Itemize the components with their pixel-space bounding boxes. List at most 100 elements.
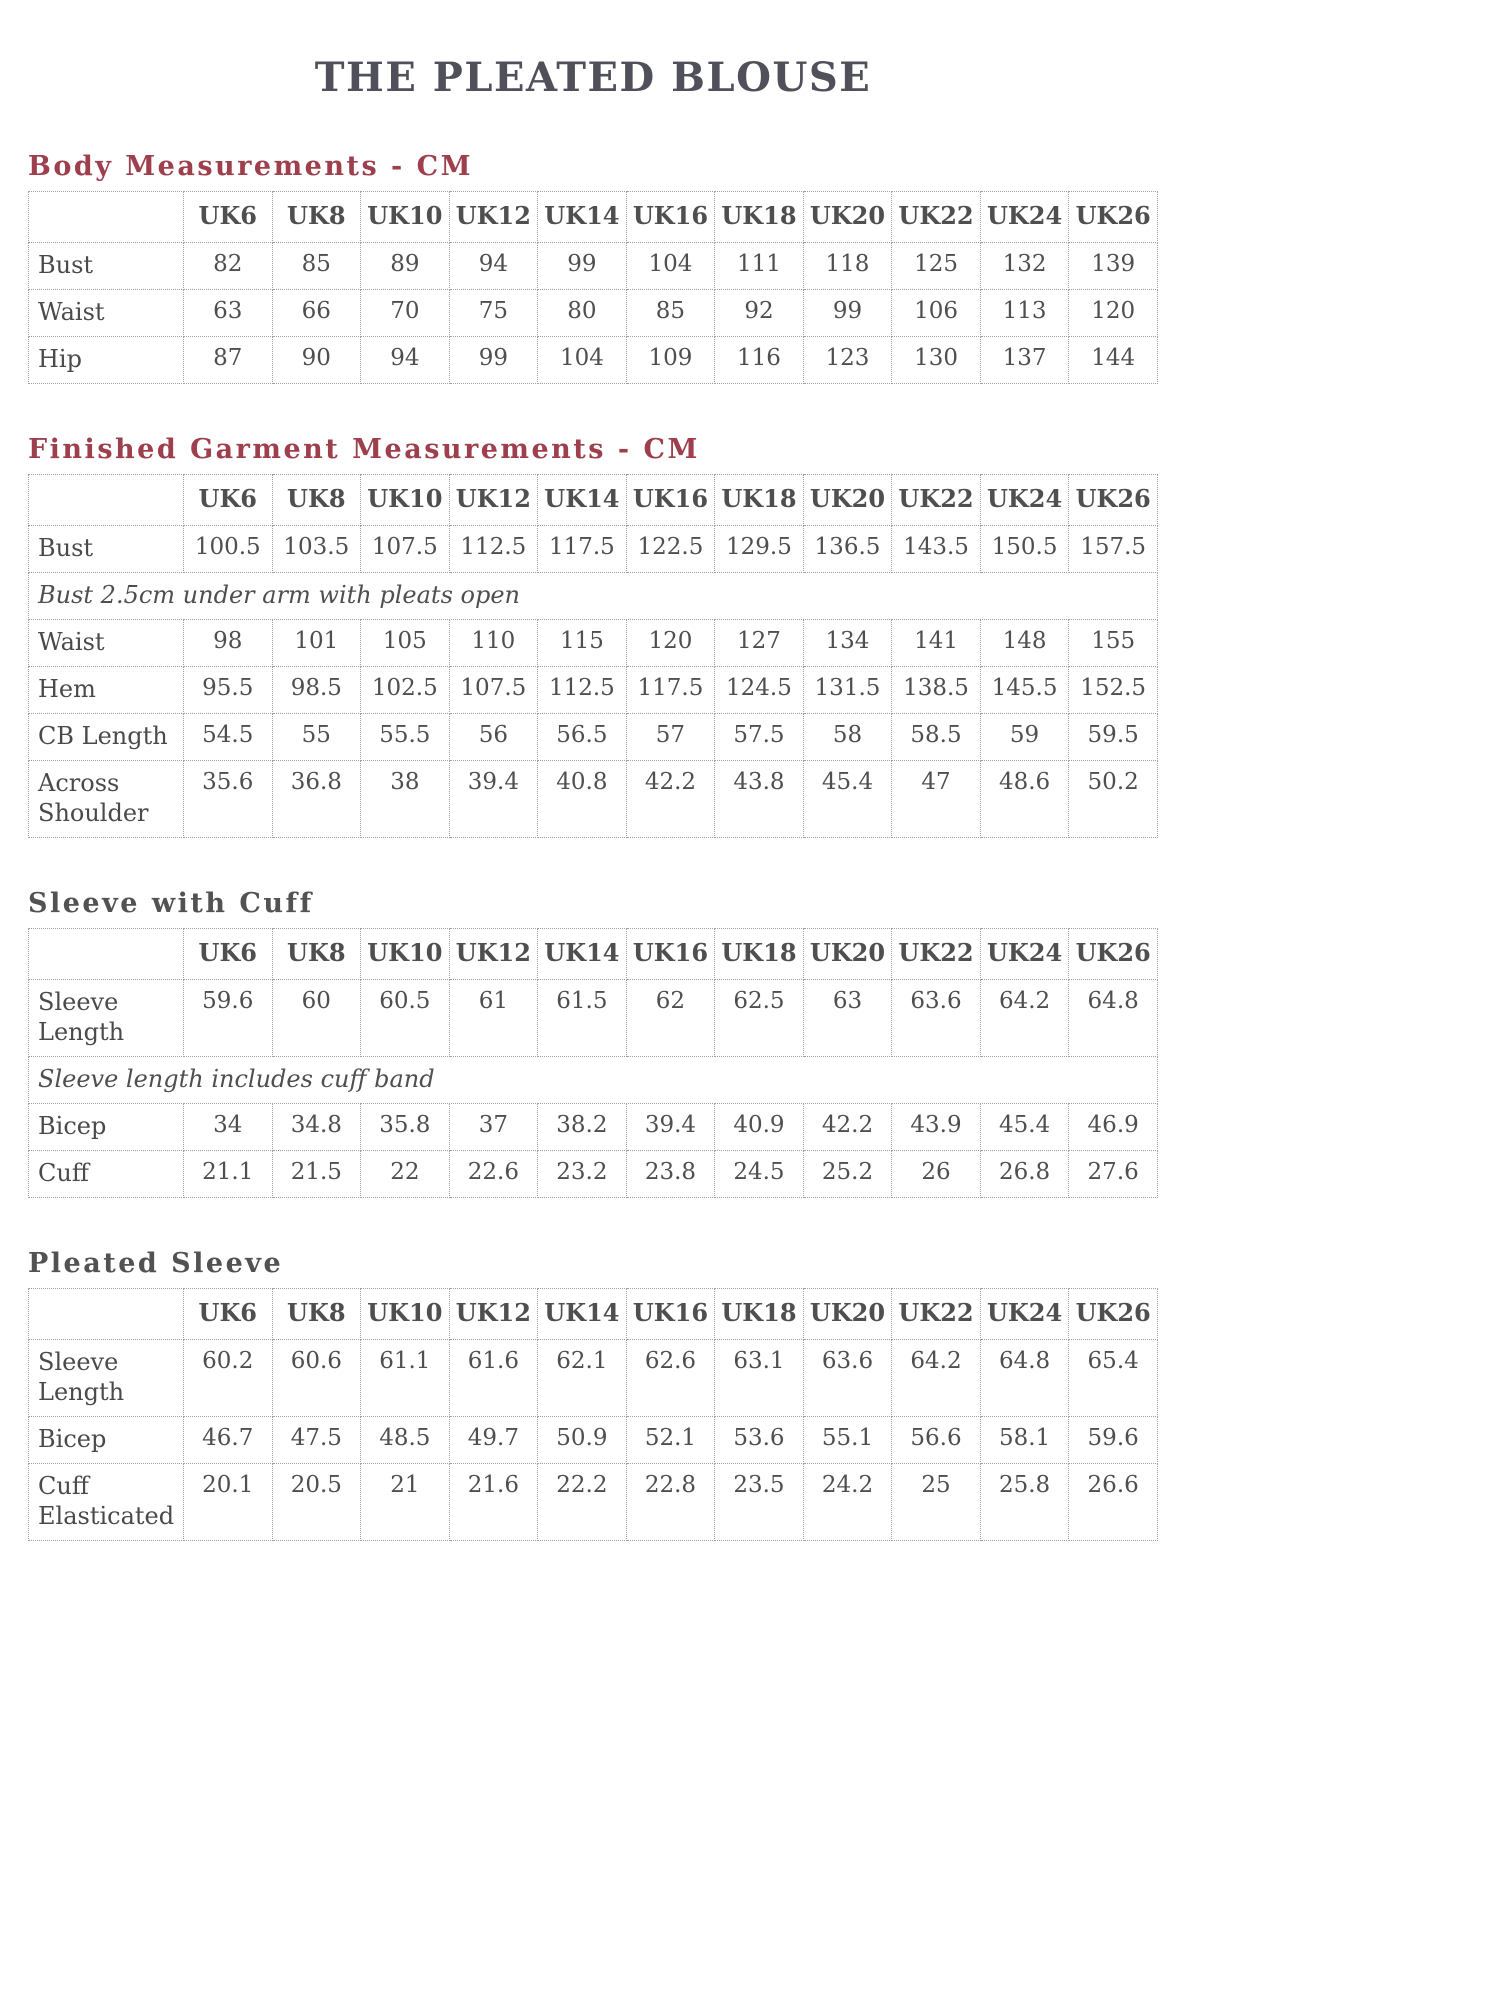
measurement-value: 59.6 — [1068, 1416, 1158, 1464]
measurement-value: 111 — [714, 242, 804, 290]
measurement-value: 47.5 — [271, 1416, 362, 1464]
measurement-value: 22 — [360, 1150, 450, 1198]
measurement-value: 45.4 — [802, 760, 893, 838]
measurement-value: 43.8 — [714, 760, 804, 838]
measurement-value: 101 — [271, 619, 362, 667]
measurement-value: 122.5 — [625, 525, 716, 573]
size-col-header: UK6 — [183, 928, 273, 980]
measurement-value: 85 — [625, 289, 716, 337]
measurement-value: 138.5 — [891, 666, 981, 714]
size-col-header: UK6 — [183, 191, 273, 243]
size-col-header: UK26 — [1068, 928, 1158, 980]
measurement-row: Waist 98 101 105 110 115 120 127 134 141 148 155 — [28, 619, 1158, 667]
measurement-value: 60.5 — [360, 979, 450, 1057]
measurement-value: 130 — [891, 336, 981, 384]
measurement-value: 139 — [1068, 242, 1158, 290]
measurement-value: 66 — [271, 289, 362, 337]
note-text: Sleeve length includes cuff band — [28, 1056, 1158, 1104]
size-table-body: Bust 100.5 103.5 107.5 112.5 117.5 122.5 129.5 1… — [28, 525, 1158, 838]
note-text: Bust 2.5cm under arm with pleats open — [28, 572, 1158, 620]
size-chart-content: THE PLEATED BLOUSE Body Measurements - C… — [28, 54, 1158, 1541]
note-row: Bust 2.5cm under arm with pleats open — [28, 572, 1158, 620]
measurement-value: 50.9 — [537, 1416, 627, 1464]
measurement-value: 21.5 — [271, 1150, 362, 1198]
measurement-value: 145.5 — [979, 666, 1070, 714]
row-label: Cuff Elasticated — [28, 1463, 184, 1541]
measurement-value: 23.5 — [714, 1463, 804, 1541]
measurement-value: 64.8 — [979, 1339, 1070, 1417]
size-col-header: UK6 — [183, 1288, 273, 1340]
measurement-value: 49.7 — [448, 1416, 539, 1464]
measurement-value: 23.8 — [625, 1150, 716, 1198]
measurement-value: 57.5 — [714, 713, 804, 761]
measurement-value: 112.5 — [448, 525, 539, 573]
measurement-value: 65.4 — [1068, 1339, 1158, 1417]
measurement-value: 60.2 — [183, 1339, 273, 1417]
section-body-measurements: Body Measurements - CM UK6 UK8 UK10 UK12 UK14… — [28, 151, 1158, 384]
size-col-header: UK16 — [625, 474, 716, 526]
size-col-header: UK26 — [1068, 191, 1158, 243]
measurement-value: 46.7 — [183, 1416, 273, 1464]
measurement-value: 34.8 — [271, 1103, 362, 1151]
measurement-value: 98.5 — [271, 666, 362, 714]
row-label: Bicep — [28, 1103, 184, 1151]
row-label: Waist — [28, 619, 184, 667]
measurement-row: Cuff 21.1 21.5 22 22.6 23.2 23.8 24.5 25.2 26 26.8… — [28, 1150, 1158, 1198]
measurement-value: 24.2 — [802, 1463, 893, 1541]
measurement-row: Across Shoulder 35.6 36.8 38 39.4 40.8 42.2 43.… — [28, 760, 1158, 838]
size-table-head: UK6 UK8 UK10 UK12 UK14 UK16 UK18 UK20 UK22 UK24 UK… — [28, 474, 1158, 526]
measurement-value: 70 — [360, 289, 450, 337]
measurement-value: 89 — [360, 242, 450, 290]
measurement-value: 55.1 — [802, 1416, 893, 1464]
measurement-value: 117.5 — [537, 525, 627, 573]
size-col-header: UK12 — [448, 191, 539, 243]
size-table-pleated-sleeve: UK6 UK8 UK10 UK12 UK14 UK16 UK18 UK20 UK22 UK24 UK… — [28, 1288, 1158, 1541]
size-header-row: UK6 UK8 UK10 UK12 UK14 UK16 UK18 UK20 UK22 UK24 UK… — [28, 474, 1158, 526]
measurement-value: 125 — [891, 242, 981, 290]
measurement-value: 63.1 — [714, 1339, 804, 1417]
measurement-value: 22.8 — [625, 1463, 716, 1541]
measurement-value: 113 — [979, 289, 1070, 337]
size-col-header: UK20 — [802, 474, 893, 526]
measurement-value: 136.5 — [802, 525, 893, 573]
size-header-row: UK6 UK8 UK10 UK12 UK14 UK16 UK18 UK20 UK22 UK24 UK… — [28, 191, 1158, 243]
measurement-row: Bicep 46.7 47.5 48.5 49.7 50.9 52.1 53.6 55.1 56.… — [28, 1416, 1158, 1464]
measurement-value: 26.6 — [1068, 1463, 1158, 1541]
corner-cell — [28, 1288, 184, 1340]
section-heading-sleeve-with-cuff: Sleeve with Cuff — [28, 888, 314, 919]
size-table-sleeve-with-cuff: UK6 UK8 UK10 UK12 UK14 UK16 UK18 UK20 UK22 UK24 UK… — [28, 928, 1158, 1198]
measurement-value: 117.5 — [625, 666, 716, 714]
section-heading-pleated-sleeve: Pleated Sleeve — [28, 1248, 284, 1279]
size-col-header: UK10 — [360, 191, 450, 243]
note-row: Sleeve length includes cuff band — [28, 1056, 1158, 1104]
measurement-value: 21.1 — [183, 1150, 273, 1198]
measurement-value: 155 — [1068, 619, 1158, 667]
measurement-value: 47 — [891, 760, 981, 838]
measurement-value: 59 — [979, 713, 1070, 761]
size-col-header: UK14 — [537, 928, 627, 980]
measurement-row: Hip 87 90 94 99 104 109 116 123 130 137 144 — [28, 336, 1158, 384]
size-col-header: UK26 — [1068, 1288, 1158, 1340]
measurement-value: 25 — [891, 1463, 981, 1541]
measurement-row: Waist 63 66 70 75 80 85 92 99 106 113 120 — [28, 289, 1158, 337]
size-col-header: UK10 — [360, 928, 450, 980]
row-label: Cuff — [28, 1150, 184, 1198]
measurement-value: 48.6 — [979, 760, 1070, 838]
size-col-header: UK12 — [448, 474, 539, 526]
row-label: Sleeve Length — [28, 979, 184, 1057]
measurement-row: Bust 100.5 103.5 107.5 112.5 117.5 122.5 129.5 1… — [28, 525, 1158, 573]
size-table-body: Bust 82 85 89 94 99 104 111 118 125 132 139 Waist 63 6… — [28, 242, 1158, 384]
size-table-body-measurements: UK6 UK8 UK10 UK12 UK14 UK16 UK18 UK20 UK22 UK24 UK… — [28, 191, 1158, 384]
measurement-value: 60 — [271, 979, 362, 1057]
measurement-value: 38.2 — [537, 1103, 627, 1151]
measurement-value: 43.9 — [891, 1103, 981, 1151]
measurement-value: 58 — [802, 713, 893, 761]
measurement-value: 87 — [183, 336, 273, 384]
measurement-row: Hem 95.5 98.5 102.5 107.5 112.5 117.5 124.5 131.… — [28, 666, 1158, 714]
measurement-value: 102.5 — [360, 666, 450, 714]
measurement-value: 50.2 — [1068, 760, 1158, 838]
measurement-value: 55 — [271, 713, 362, 761]
measurement-value: 112.5 — [537, 666, 627, 714]
measurement-value: 57 — [625, 713, 716, 761]
corner-cell — [28, 928, 184, 980]
